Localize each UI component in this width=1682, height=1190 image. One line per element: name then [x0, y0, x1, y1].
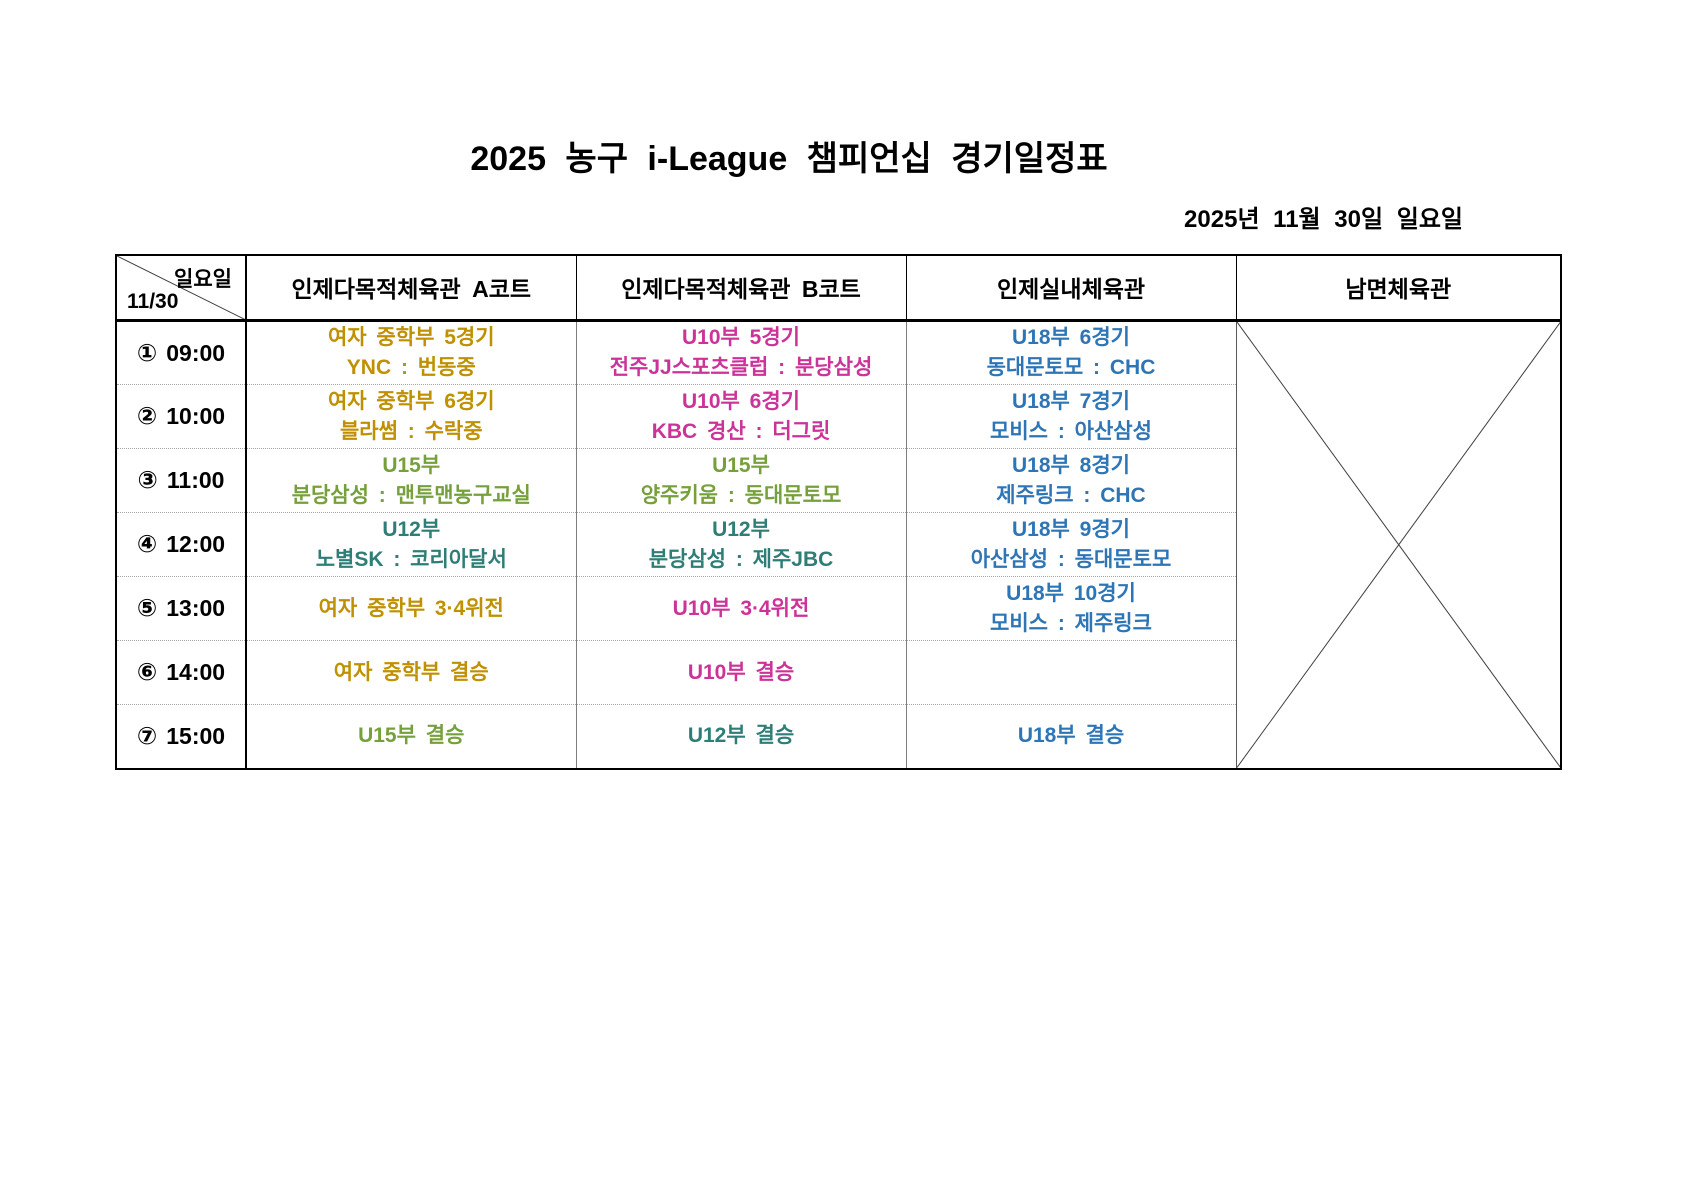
game-division-label: U18부 8경기 — [1012, 453, 1130, 477]
game-cell: U15부 결승 — [246, 704, 576, 769]
match-number-label: ⑤ — [136, 595, 158, 622]
game-cell: 여자 중학부 3·4위전 — [246, 576, 576, 641]
game-cell: U12부 결승 — [575, 704, 906, 769]
header-row: 일요일 11/30 인제다목적체육관 A코트 인제다목적체육관 B코트 인제실내… — [116, 254, 1561, 322]
game-cell: 여자 중학부 결승 — [246, 640, 576, 705]
match-time-label: 12:00 — [166, 531, 226, 557]
game-division-label: U12부 — [382, 517, 441, 541]
game-matchup-label: 분당삼성 : 제주JBC — [648, 547, 834, 571]
match-time-label: 09:00 — [166, 339, 226, 366]
game-cell — [905, 640, 1236, 705]
game-matchup-label: 분당삼성 : 맨투맨농구교실 — [291, 483, 531, 507]
match-number-label: ① — [136, 339, 158, 367]
corner-cell: 일요일 11/30 — [116, 254, 247, 322]
page-title: 2025 농구 i-League 챔피언십 경기일정표 — [470, 140, 1108, 178]
match-time-label: 13:00 — [166, 595, 226, 621]
game-division-label: 여자 중학부 5경기 — [327, 326, 495, 349]
game-matchup-label: 양주키움 : 동대문토모 — [640, 483, 842, 507]
game-cell: U10부 6경기 KBC 경산 : 더그릿 — [575, 384, 906, 449]
game-division-label: U15부 결승 — [358, 724, 465, 748]
corner-diagonal-line — [117, 256, 245, 320]
match-number-label: ④ — [136, 531, 158, 558]
table-row: ⑤ 13:00 여자 중학부 3·4위전 U10부 3·4위전 U18부 10경기… — [116, 576, 1561, 641]
corner-date-label: 11/30 — [127, 290, 179, 313]
game-matchup-label: 노별SK : 코리아달서 — [315, 547, 507, 571]
game-cell: 여자 중학부 5경기 YNC : 번동중 — [246, 321, 576, 385]
x-mark — [1237, 322, 1561, 768]
time-cell: ⑦ 15:00 — [116, 704, 247, 769]
game-matchup-label: 제주링크 : CHC — [996, 483, 1146, 507]
table-row: ⑦ 15:00 U15부 결승 U12부 결승 U18부 결승 — [116, 704, 1561, 769]
game-matchup-label: 모비스 : 아산삼성 — [990, 419, 1152, 443]
empty-venue-cell — [1235, 320, 1561, 769]
match-time-label: 10:00 — [166, 403, 226, 429]
venue-header-indoor-gym: 인제실내체육관 — [905, 254, 1236, 322]
game-division-label: U10부 6경기 — [682, 389, 800, 413]
time-cell: ② 10:00 — [116, 384, 247, 449]
time-cell: ③ 11:00 — [116, 448, 247, 513]
venue-header-court-b: 인제다목적체육관 B코트 — [575, 254, 906, 322]
game-matchup-label: 전주JJ스포츠클럽 : 분당삼성 — [609, 356, 873, 379]
match-number-label: ③ — [137, 467, 158, 494]
time-cell: ⑥ 14:00 — [116, 640, 247, 705]
match-time-label: 14:00 — [166, 659, 226, 685]
game-division-label: U18부 6경기 — [1012, 326, 1130, 349]
game-matchup-label: 동대문토모 : CHC — [986, 356, 1156, 379]
game-division-label: 여자 중학부 6경기 — [327, 389, 495, 413]
game-matchup-label: YNC : 번동중 — [346, 356, 476, 379]
venue-header-nammyeon-gym: 남면체육관 — [1235, 254, 1561, 322]
game-division-label: 여자 중학부 결승 — [333, 660, 489, 684]
game-cell: U18부 결승 — [905, 704, 1236, 769]
table-row: ⑥ 14:00 여자 중학부 결승 U10부 결승 — [116, 640, 1561, 705]
game-division-label: U18부 10경기 — [1006, 581, 1136, 605]
venue-header-court-a: 인제다목적체육관 A코트 — [245, 254, 576, 322]
time-cell: ④ 12:00 — [116, 512, 247, 577]
corner-day-label: 일요일 — [174, 267, 232, 291]
game-division-label: U18부 결승 — [1017, 724, 1125, 748]
game-division-label: 여자 중학부 3·4위전 — [318, 596, 504, 620]
game-cell: U10부 결승 — [575, 640, 906, 705]
game-division-label: U12부 결승 — [687, 724, 795, 748]
game-division-label: U15부 — [382, 453, 441, 477]
match-number-label: ② — [136, 403, 158, 430]
match-time-label: 11:00 — [166, 467, 225, 493]
game-matchup-label: KBC 경산 : 더그릿 — [651, 419, 831, 443]
game-division-label: U12부 — [712, 517, 770, 541]
game-division-label: U18부 7경기 — [1012, 389, 1130, 413]
game-division-label: U15부 — [712, 453, 770, 477]
game-cell: U10부 3·4위전 — [575, 576, 906, 641]
game-matchup-label: 모비스 : 제주링크 — [990, 611, 1152, 635]
date-label: 2025년 11월 30일 일요일 — [1184, 205, 1463, 233]
match-time-label: 15:00 — [166, 722, 226, 749]
game-division-label: U10부 3·4위전 — [672, 596, 810, 620]
time-cell: ① 09:00 — [116, 320, 247, 385]
match-number-label: ⑥ — [136, 659, 158, 686]
schedule-table: 일요일 11/30 인제다목적체육관 A코트 인제다목적체육관 B코트 인제실내… — [115, 253, 1562, 770]
game-matchup-label: 아산삼성 : 동대문토모 — [970, 547, 1172, 571]
game-division-label: U10부 5경기 — [682, 326, 800, 349]
game-matchup-label: 블라썸 : 수락중 — [339, 419, 483, 443]
match-number-label: ⑦ — [136, 722, 158, 750]
time-cell: ⑤ 13:00 — [116, 576, 247, 641]
game-division-label: U10부 결승 — [687, 660, 795, 684]
game-division-label: U18부 9경기 — [1012, 517, 1130, 541]
